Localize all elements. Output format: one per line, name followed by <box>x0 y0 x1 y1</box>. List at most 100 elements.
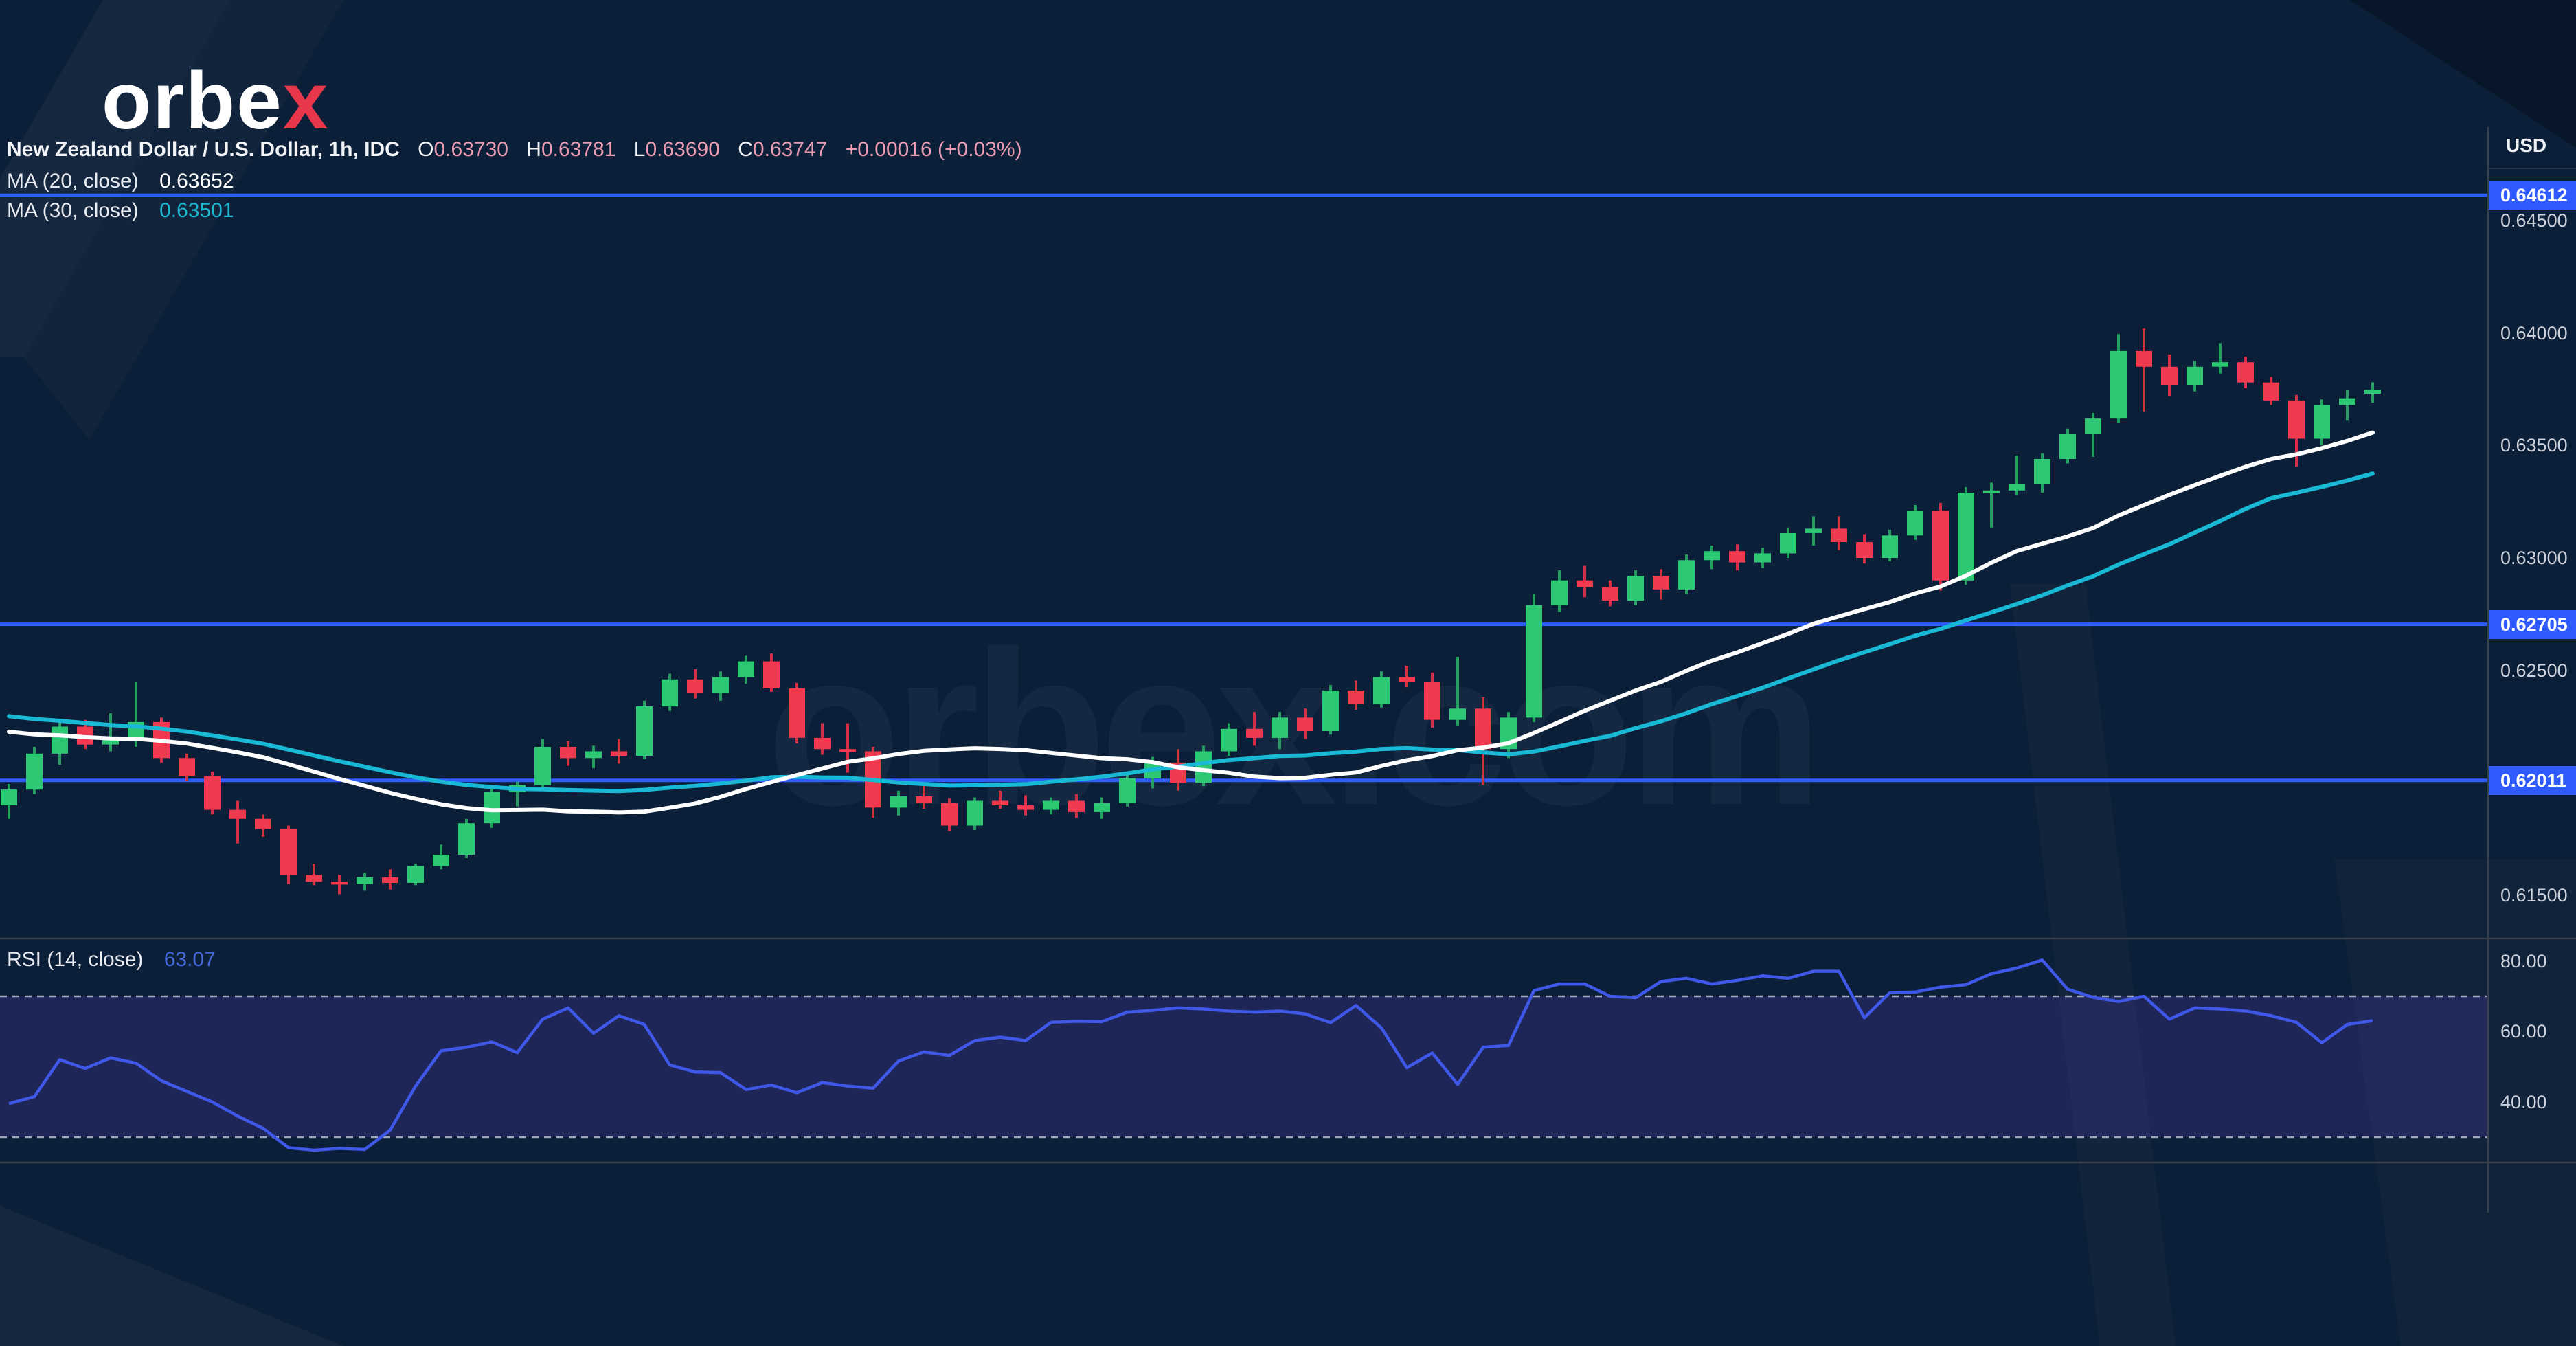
decor-band <box>0 0 230 357</box>
candle-body <box>611 751 627 756</box>
candle-body <box>179 758 195 776</box>
candle-body <box>2009 484 2025 491</box>
candle-body <box>1068 800 1085 812</box>
candle-body <box>1831 528 1847 542</box>
candle-body <box>2364 390 2381 394</box>
decor-band <box>0 1206 343 1346</box>
candle-body <box>102 740 119 745</box>
ohlc-low: L0.63690 <box>633 138 720 161</box>
candle-body <box>26 753 43 790</box>
candle-body <box>2161 366 2178 385</box>
ohlc-open: O0.63730 <box>418 138 508 161</box>
candle-body <box>331 882 348 885</box>
candle-body <box>1246 728 1263 738</box>
candle-body <box>1932 511 1949 581</box>
candle-body <box>280 829 297 875</box>
candle-body <box>2110 350 2127 419</box>
candle-body <box>52 726 68 754</box>
ma20-value: 0.63652 <box>159 170 234 192</box>
candle-body <box>814 737 831 750</box>
candle-body <box>560 747 576 759</box>
candle-body <box>1704 551 1720 561</box>
candle-body <box>687 679 703 693</box>
ma30-legend-row[interactable]: MA (30, close) 0.63501 <box>7 199 234 223</box>
candle-body <box>967 800 983 826</box>
candle-body <box>1297 717 1313 731</box>
candle-body <box>1094 803 1110 812</box>
candle-body <box>1729 551 1745 563</box>
candle-body <box>2288 400 2305 439</box>
candle-body <box>1272 717 1288 738</box>
candle-body <box>1856 542 1873 558</box>
time-axis[interactable]: 06:0012:0018:002906:0012:0018:003006:001… <box>0 1163 2576 1213</box>
candle-body <box>2085 418 2101 434</box>
candle-body <box>1754 553 1771 563</box>
candle-body <box>382 877 398 883</box>
candle-body <box>1475 708 1491 750</box>
change-value: +0.00016 (+0.03%) <box>845 138 1022 161</box>
candle-body <box>1449 708 1466 720</box>
ma30-label: MA (30, close) <box>7 199 139 222</box>
rsi-legend-row[interactable]: RSI (14, close) 63.07 <box>7 948 216 972</box>
rsi-value: 63.07 <box>163 948 216 971</box>
candle-body <box>1983 490 2000 493</box>
candle-body <box>204 776 221 810</box>
ohlc-close: C0.63747 <box>738 138 828 161</box>
candle-body <box>1043 800 1059 810</box>
ma30-value: 0.63501 <box>159 199 234 222</box>
candle-body <box>712 677 729 693</box>
ohlc-high: H0.63781 <box>526 138 616 161</box>
decor-band <box>2010 584 2176 1346</box>
candle-body <box>433 855 449 866</box>
candle-body <box>1017 805 1034 810</box>
candle-body <box>1322 691 1339 731</box>
rsi-label: RSI (14, close) <box>7 948 144 971</box>
ma20-legend-row[interactable]: MA (20, close) 0.63652 <box>7 170 234 193</box>
candle-body <box>636 706 653 756</box>
candle-body <box>2212 362 2228 367</box>
candle-body <box>2263 382 2279 401</box>
candle-body <box>357 877 373 884</box>
candle-body <box>2339 398 2355 405</box>
candle-body <box>763 661 780 688</box>
candle-body <box>1373 677 1390 704</box>
candle-body <box>1627 576 1644 601</box>
candle-body <box>1958 493 1974 581</box>
ma30-line <box>7 471 2375 794</box>
candle-body <box>255 818 271 829</box>
candle-body <box>1678 560 1695 590</box>
watermark-text: orbex.com <box>767 605 1816 851</box>
candle-body <box>1221 728 1237 752</box>
candle-body <box>229 809 246 819</box>
candle-body <box>585 751 602 759</box>
candle-body <box>1119 778 1136 803</box>
rsi-line <box>8 958 2373 1152</box>
candle-body <box>458 823 475 855</box>
candle-body <box>1907 511 1923 536</box>
candle-body <box>1195 751 1212 783</box>
candle-body <box>1805 528 1822 533</box>
candle-body <box>407 866 424 883</box>
candle-body <box>2059 434 2076 459</box>
ma20-line <box>7 430 2375 815</box>
logo-text: orbe <box>102 56 283 146</box>
candle-body <box>1882 535 1898 558</box>
candle-body <box>2237 362 2254 383</box>
candle-body <box>941 803 958 826</box>
candle-body <box>2034 459 2050 484</box>
symbol-title: New Zealand Dollar / U.S. Dollar, 1h, ID… <box>7 138 400 161</box>
candle-body <box>1551 580 1568 605</box>
candle-body <box>890 796 907 808</box>
candle-body <box>1424 682 1440 720</box>
candle-body <box>1399 677 1415 682</box>
candle-body <box>1 789 17 805</box>
candle-body <box>789 688 805 738</box>
logo-accent-x: x <box>282 56 330 146</box>
candle-body <box>1602 587 1618 601</box>
candle-body <box>1348 691 1364 704</box>
candle-body <box>662 679 678 707</box>
symbol-legend-row[interactable]: New Zealand Dollar / U.S. Dollar, 1h, ID… <box>7 138 1022 161</box>
candle-body <box>2136 350 2152 367</box>
